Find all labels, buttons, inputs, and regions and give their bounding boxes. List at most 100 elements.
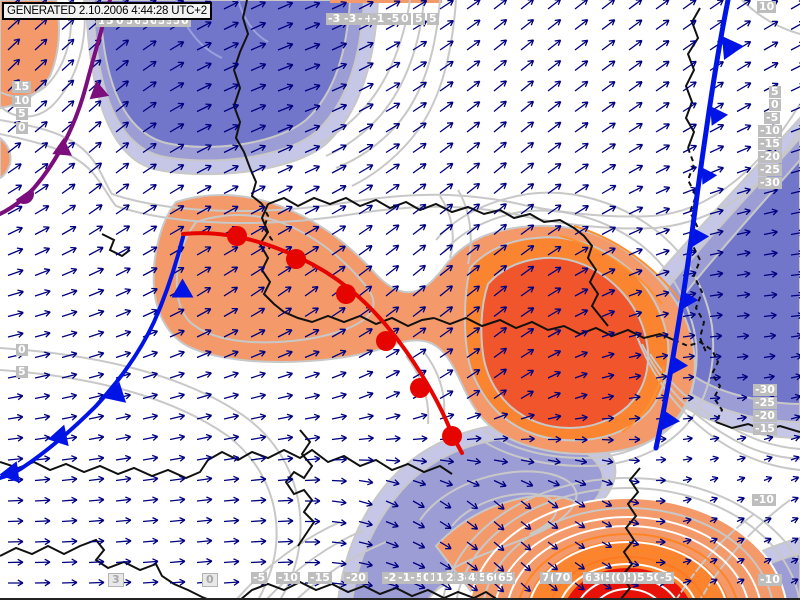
wind-arrow — [196, 103, 212, 113]
contour-line — [335, 0, 441, 169]
wind-arrow — [466, 39, 481, 51]
wind-arrow — [574, 541, 586, 550]
wind-arrow — [385, 370, 401, 379]
wind-arrow — [169, 308, 185, 318]
wind-arrow — [331, 539, 347, 547]
cold-front-east — [653, 0, 744, 451]
wind-arrow — [709, 475, 719, 483]
wind-arrow — [142, 204, 158, 215]
wind-arrow — [547, 350, 562, 359]
map-bottom-edge — [0, 598, 800, 600]
wind-arrow — [331, 392, 347, 400]
wind-arrow — [358, 62, 374, 72]
wind-arrow — [763, 332, 777, 340]
wind-arrow — [250, 413, 267, 421]
wind-arrow — [61, 413, 78, 421]
wind-arrow — [304, 371, 320, 379]
wind-arrow — [385, 143, 401, 154]
contour-line — [237, 0, 269, 43]
wind-arrow — [412, 561, 426, 570]
wind-arrow — [34, 330, 51, 338]
wind-arrow — [304, 307, 319, 318]
wind-arrow — [790, 41, 800, 51]
wind-arrow — [466, 561, 479, 571]
wind-arrow — [709, 249, 724, 257]
contour-line — [451, 492, 558, 535]
wind-arrow — [223, 517, 240, 525]
wind-arrow — [628, 185, 644, 195]
wind-arrow — [574, 309, 589, 318]
wind-arrow — [196, 516, 213, 525]
wind-arrow — [412, 348, 427, 359]
wind-arrow — [520, 328, 535, 338]
wind-arrow — [115, 329, 132, 338]
wind-arrow — [61, 330, 78, 338]
wind-arrow — [655, 165, 671, 174]
wind-arrow — [656, 517, 666, 526]
wind-arrow — [439, 500, 452, 509]
wind-arrow — [358, 143, 374, 154]
wind-arrow — [34, 496, 51, 504]
wind-arrow — [520, 121, 535, 133]
wind-arrow — [88, 351, 105, 359]
wind-arrow — [115, 558, 132, 566]
wind-arrow — [115, 350, 132, 359]
wind-arrow — [466, 162, 481, 174]
wind-arrow — [385, 264, 400, 277]
wind-arrow — [412, 40, 428, 51]
wind-arrow — [493, 347, 508, 359]
wind-arrow — [385, 244, 400, 256]
wind-arrow — [628, 539, 640, 547]
wind-arrow — [304, 42, 321, 51]
country-border — [0, 538, 211, 600]
country-border — [684, 7, 701, 149]
wind-arrow — [682, 537, 692, 545]
wind-arrow — [169, 82, 185, 92]
wind-arrow — [493, 18, 508, 31]
wind-arrow — [169, 496, 186, 504]
wind-arrow — [277, 392, 294, 400]
wind-arrow — [115, 434, 132, 442]
wind-arrow — [655, 0, 670, 10]
wind-arrow — [331, 498, 347, 506]
wind-arrow — [655, 102, 670, 113]
wind-arrow — [655, 81, 670, 92]
wind-arrow — [574, 350, 589, 359]
wind-arrow — [88, 537, 105, 545]
wind-arrow — [466, 60, 481, 72]
wind-arrow — [547, 413, 562, 421]
wind-arrow — [466, 582, 479, 592]
intense-system-ring — [482, 507, 774, 600]
wind-arrow — [493, 0, 508, 10]
wind-arrow — [277, 538, 294, 546]
wind-arrow — [61, 100, 75, 112]
wind-arrow — [223, 350, 239, 359]
wind-arrow — [763, 434, 774, 442]
wind-arrow — [223, 124, 240, 133]
wind-arrow — [331, 164, 347, 174]
wind-arrow — [601, 351, 615, 359]
cold-front-triangle-icon — [0, 461, 20, 483]
wind-arrow — [277, 558, 294, 566]
wind-arrow — [196, 266, 212, 277]
wind-arrow — [196, 41, 212, 51]
wind-arrow — [331, 42, 348, 51]
wind-arrow — [682, 455, 693, 463]
wind-arrow — [358, 434, 374, 443]
wind-arrow — [115, 225, 131, 236]
wind-arrow — [790, 578, 799, 585]
wind-arrow — [547, 458, 561, 466]
wind-arrow — [709, 228, 724, 236]
contour-line — [635, 333, 800, 471]
wind-arrow — [412, 264, 427, 277]
country-border — [239, 580, 499, 600]
wind-arrow — [358, 41, 374, 51]
wind-arrow — [682, 0, 697, 10]
wind-arrow — [547, 121, 562, 133]
wind-arrow — [547, 142, 562, 154]
wind-arrow — [520, 59, 535, 72]
intense-system-ring — [455, 487, 800, 600]
wind-arrow — [385, 500, 399, 508]
wind-arrow — [656, 497, 666, 505]
wind-arrow — [331, 62, 348, 72]
